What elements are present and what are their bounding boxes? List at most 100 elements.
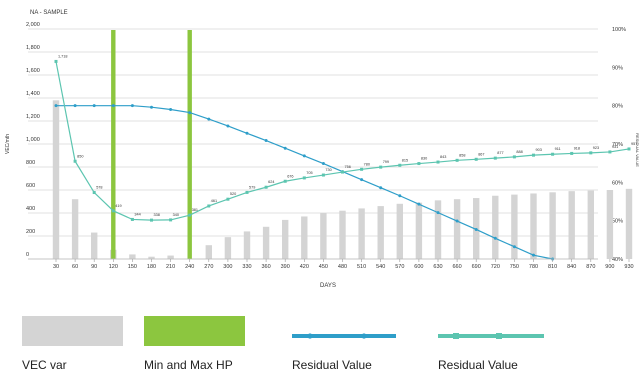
residual-value-data-label: 338 xyxy=(154,213,160,217)
x-tick-label: 300 xyxy=(223,264,232,270)
residual-value-data-label: 730 xyxy=(325,168,331,172)
x-tick-label: 330 xyxy=(242,264,251,270)
residual-value-blue-point xyxy=(169,108,173,111)
vec-bar xyxy=(71,199,79,259)
residual-value-data-label: 923 xyxy=(593,146,599,150)
residual-value-blue-point xyxy=(398,194,402,198)
x-tick-label: 570 xyxy=(395,264,404,270)
vec-bar xyxy=(52,100,60,259)
legend-swatch-vec-var xyxy=(22,316,123,346)
residual-value-teal-point xyxy=(398,163,402,167)
vec-bar xyxy=(262,226,270,259)
y-tick-label: 1,800 xyxy=(26,45,40,51)
x-tick-label: 420 xyxy=(300,264,309,270)
residual-value-teal-point xyxy=(627,147,631,151)
x-tick-label: 930 xyxy=(624,264,633,270)
residual-value-blue-point xyxy=(226,124,230,128)
residual-value-teal-point xyxy=(73,159,77,163)
legend-item-min-max-hp: Min and Max HP xyxy=(144,316,245,376)
x-tick-label: 480 xyxy=(338,264,347,270)
x-tick-label: 900 xyxy=(605,264,614,270)
residual-value-blue-point xyxy=(302,154,306,158)
residual-value-blue-point xyxy=(532,253,535,257)
residual-value-blue-point xyxy=(283,146,287,150)
x-tick-label: 840 xyxy=(567,264,576,270)
residual-value-teal-point xyxy=(532,153,535,157)
x-tick-label: 600 xyxy=(414,264,423,270)
vec-bar xyxy=(167,255,174,259)
residual-value-data-label: 850 xyxy=(77,154,83,158)
x-tick-label: 150 xyxy=(128,264,137,270)
residual-value-data-label: 419 xyxy=(115,204,121,208)
x-tick-label: 210 xyxy=(166,264,175,270)
residual-value-data-label: 780 xyxy=(364,162,370,166)
y2-axis-ticks: 100% 90% 80% 70% 60% 50% 40% xyxy=(612,27,626,263)
y2-axis-label: RESIDUAL VALUE xyxy=(635,133,640,167)
residual-value-teal-point xyxy=(321,173,325,177)
residual-value-teal-point xyxy=(283,179,287,183)
residual-value-data-label: 903 xyxy=(536,148,542,152)
residual-value-data-label: 843 xyxy=(440,155,446,159)
x-tick-label: 720 xyxy=(491,264,500,270)
residual-value-teal-point xyxy=(551,152,555,156)
residual-value-blue-point xyxy=(245,131,249,135)
residual-value-teal-point xyxy=(245,190,249,194)
min-max-hp-line xyxy=(187,30,192,259)
residual-value-teal-point xyxy=(474,157,478,161)
residual-value-blue-point xyxy=(474,227,478,231)
residual-value-data-label: 830 xyxy=(421,157,427,161)
vec-bar xyxy=(568,191,575,259)
y-axis-ticks: 2,000 1,800 1,600 1,400 1,200 1,000 800 600 400 2… xyxy=(26,22,40,258)
y-tick-label: 0 xyxy=(26,252,29,258)
residual-value-data-label: 858 xyxy=(459,153,465,157)
chart: NA - SAMPLE VEC/mth RESIDUAL VALUE DAYS … xyxy=(5,10,640,289)
y2-tick-label: 90% xyxy=(612,65,623,71)
y2-tick-label: 70% xyxy=(612,142,623,148)
residual-value-teal-point xyxy=(589,151,593,155)
vec-bar xyxy=(377,206,384,259)
residual-value-teal-point xyxy=(360,167,364,171)
residual-value-blue-point xyxy=(73,104,77,108)
vec-bars xyxy=(52,100,633,259)
residual-value-teal-point xyxy=(54,59,58,63)
x-tick-label: 270 xyxy=(204,264,213,270)
x-tick-label: 30 xyxy=(53,264,59,270)
y-tick-label: 400 xyxy=(26,206,35,212)
vec-bar xyxy=(625,188,633,259)
residual-value-data-label: 918 xyxy=(574,146,580,150)
vec-bar xyxy=(320,213,327,259)
residual-value-teal-point xyxy=(92,191,96,195)
x-tick-label: 690 xyxy=(472,264,481,270)
residual-value-blue-point xyxy=(92,104,96,108)
residual-value-data-label: 931 xyxy=(612,145,618,149)
vec-bar xyxy=(129,254,136,259)
legend-swatch-residual-blue xyxy=(292,333,396,339)
vec-bar xyxy=(396,203,403,259)
residual-value-data-label: 344 xyxy=(134,212,140,216)
vec-bar xyxy=(606,190,614,259)
residual-value-teal-point xyxy=(111,209,115,213)
vec-bar xyxy=(282,219,289,259)
residual-value-blue-point xyxy=(360,178,364,182)
residual-value-teal-point xyxy=(207,204,211,208)
vec-bar xyxy=(91,232,98,259)
residual-value-teal-point xyxy=(436,160,440,164)
residual-value-teal-path xyxy=(55,61,630,221)
residual-value-data-label: 381 xyxy=(192,208,198,212)
residual-value-teal-point xyxy=(493,156,497,160)
vec-bar xyxy=(434,200,442,259)
vec-bar xyxy=(301,216,308,259)
vec-bar xyxy=(224,237,232,259)
y-tick-label: 1,000 xyxy=(26,137,40,143)
legend-item-vec-var: VEC var xyxy=(22,316,123,376)
vec-bar xyxy=(205,245,212,259)
y2-tick-label: 100% xyxy=(612,27,626,33)
residual-value-blue-point xyxy=(188,111,192,115)
residual-value-data-label: 1,718 xyxy=(58,54,68,58)
residual-value-data-label: 340 xyxy=(173,213,179,217)
residual-value-teal-point xyxy=(302,176,306,180)
x-tick-label: 510 xyxy=(357,264,366,270)
vec-bar xyxy=(511,194,518,259)
min-max-hp-lines xyxy=(111,30,192,259)
vec-bar xyxy=(453,199,461,259)
